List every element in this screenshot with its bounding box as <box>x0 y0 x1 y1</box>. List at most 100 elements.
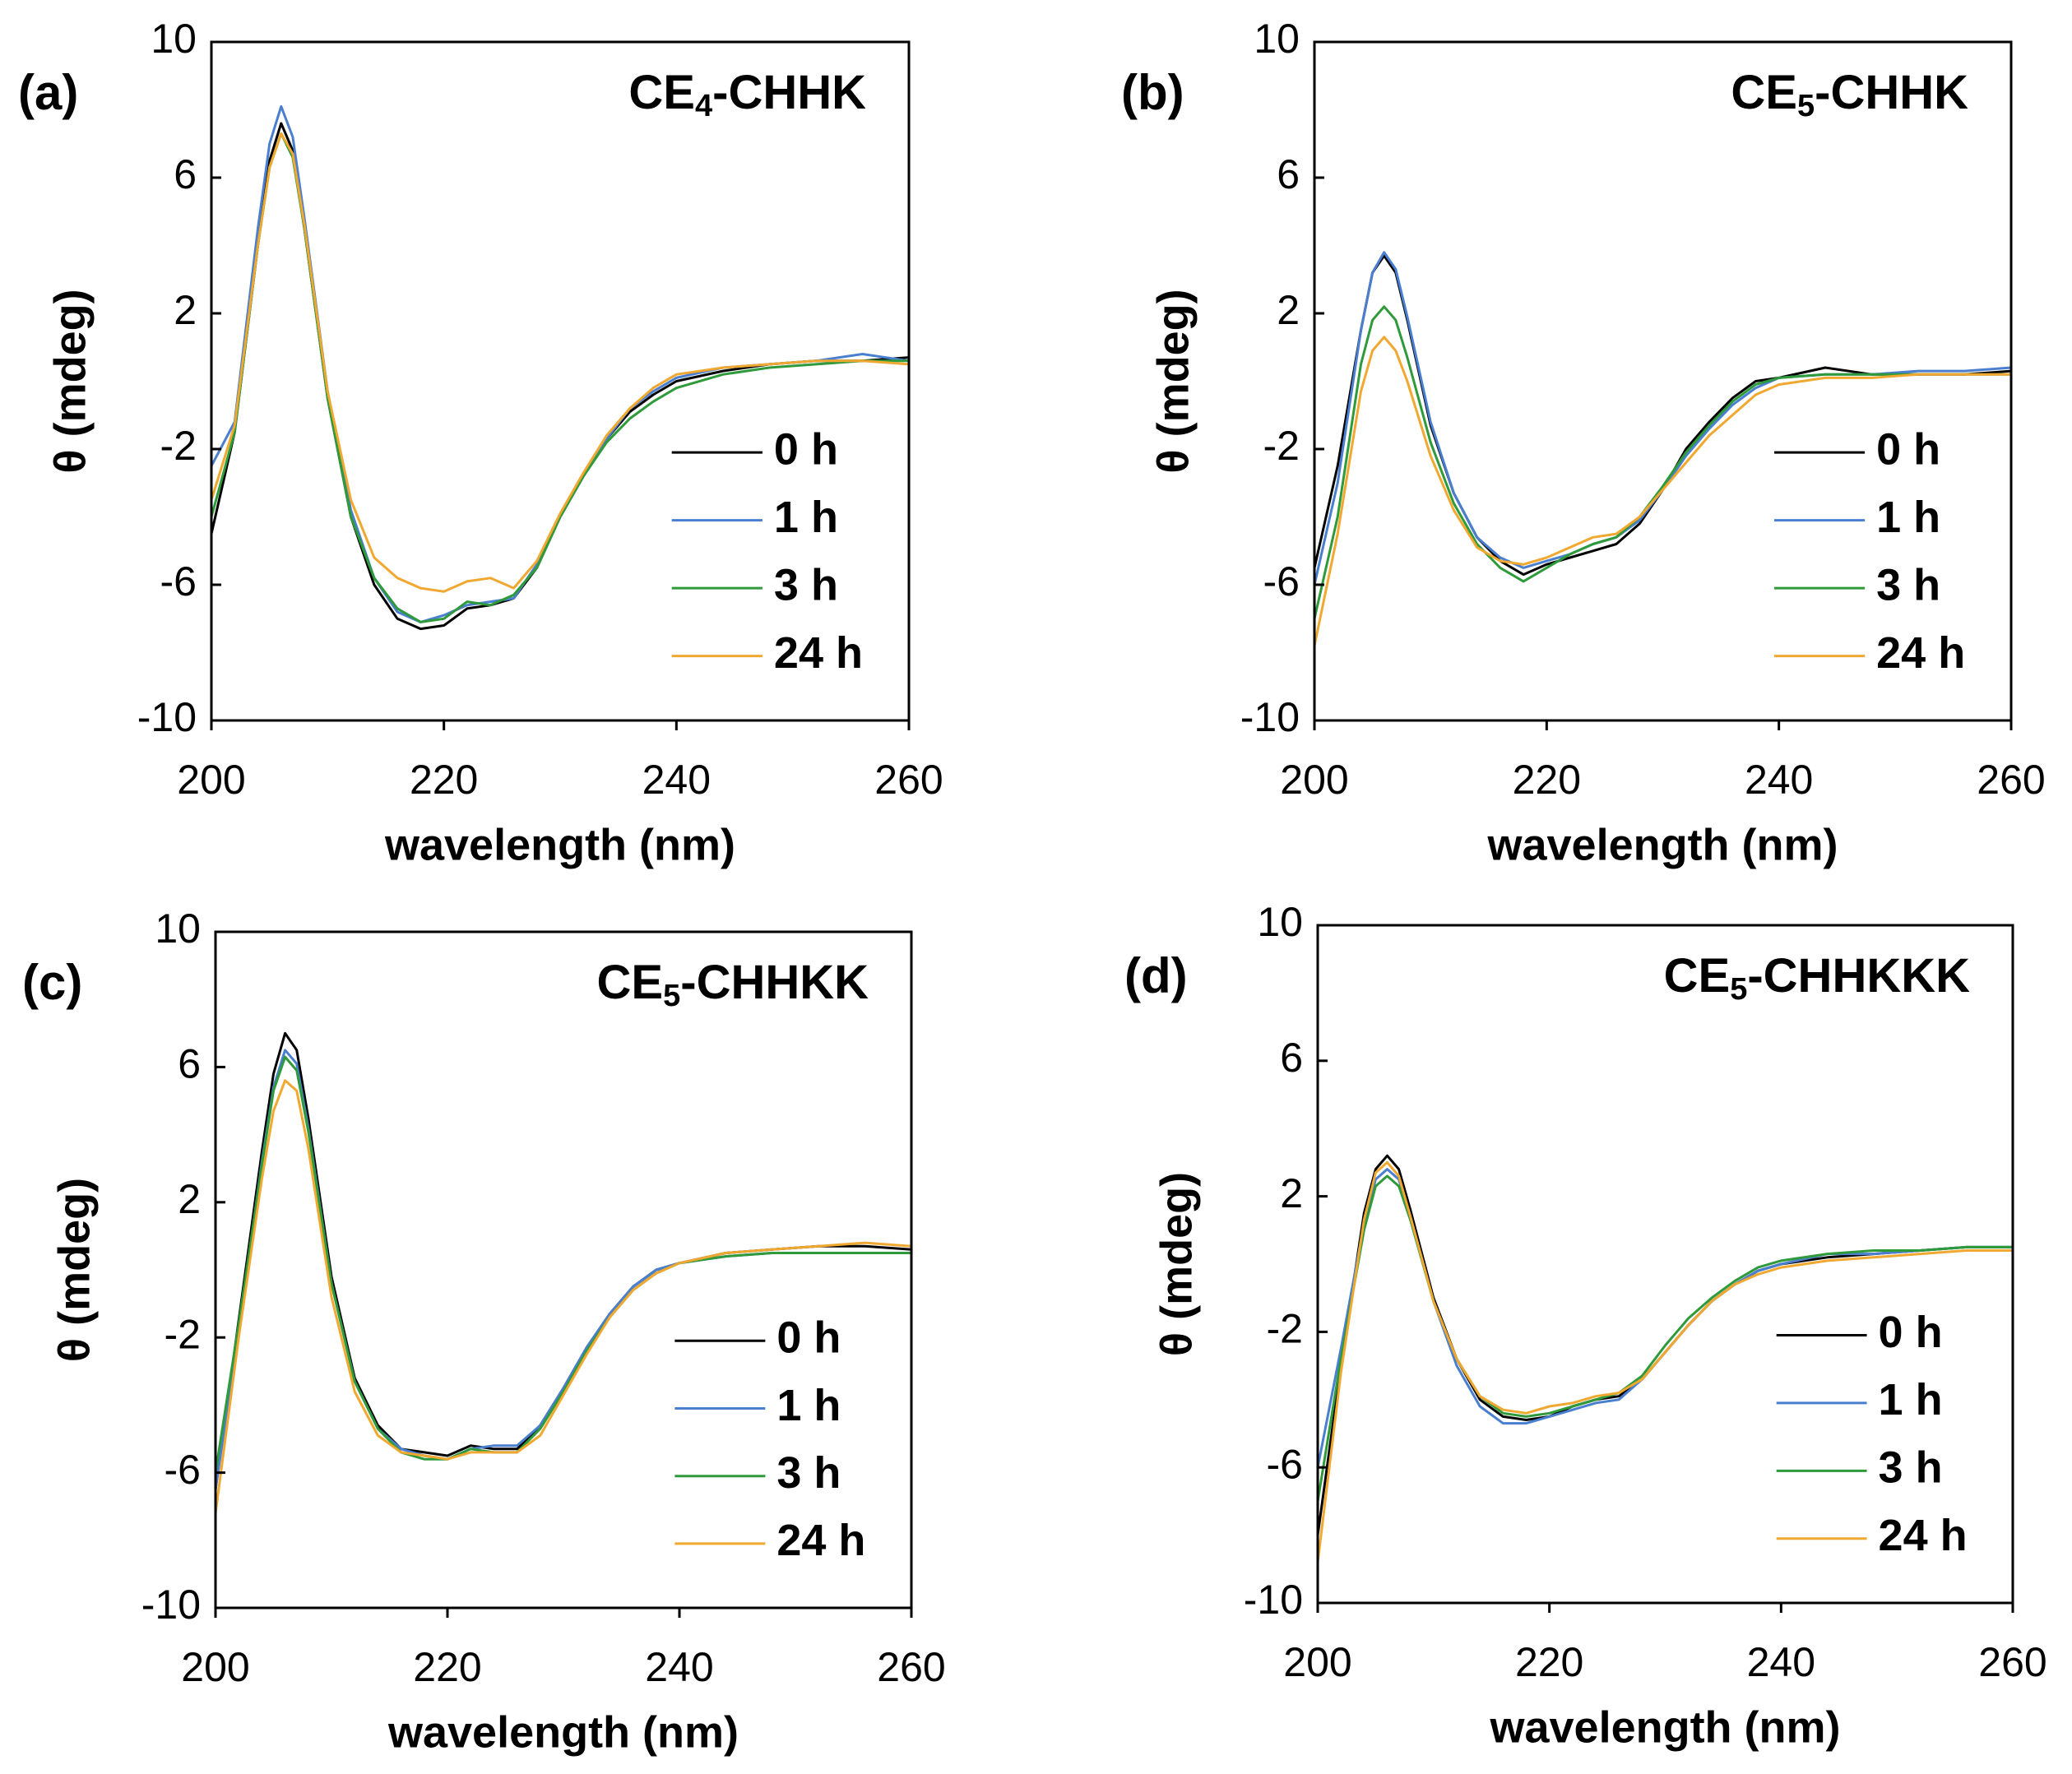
y-tick-label: -6 <box>165 1447 201 1493</box>
data-line <box>1313 336 2011 646</box>
x-tick-label: 220 <box>410 757 478 803</box>
y-axis-label: θ (mdeg) <box>1152 1172 1201 1356</box>
y-axis-label: θ (mdeg) <box>45 289 95 473</box>
legend-label: 0 h <box>1876 424 1940 474</box>
data-line <box>1316 1160 2013 1563</box>
title-part: -CHHK <box>1815 66 1968 119</box>
y-tick-label: 6 <box>1277 151 1300 197</box>
data-line <box>210 122 910 631</box>
legend-label: 3 h <box>776 1448 841 1498</box>
y-tick-label: 2 <box>174 287 197 333</box>
plot-frame <box>210 40 911 722</box>
legend-label: 24 h <box>774 628 863 678</box>
legend-label: 0 h <box>774 424 838 474</box>
x-tick-label: 260 <box>1978 1639 2047 1685</box>
panel-label: (d) <box>1124 948 1188 1003</box>
x-tick-label: 260 <box>1977 757 2045 803</box>
x-axis-label: wavelength (nm) <box>1486 820 1838 869</box>
y-tick-label: 10 <box>151 16 197 62</box>
x-tick-label: 260 <box>874 757 943 803</box>
panel: -10 -6 -2 2 6 10 200 220 240 260 wavelength (nm) θ … <box>22 906 946 1757</box>
y-tick-label: 2 <box>1280 1170 1303 1216</box>
y-tick-label: 6 <box>178 1041 201 1087</box>
x-tick-label: 200 <box>181 1644 249 1690</box>
panel: -10 -6 -2 2 6 10 200 220 240 260 wavelength (nm) θ … <box>1124 899 2047 1752</box>
y-axis-label: θ (mdeg) <box>1148 289 1198 473</box>
panel-title: CE5-CHHKK <box>597 956 869 1013</box>
x-axis-label: wavelength (nm) <box>1489 1702 1840 1752</box>
y-tick-label: -10 <box>1240 694 1300 740</box>
y-tick-label: -10 <box>1244 1577 1303 1623</box>
y-tick-label: -2 <box>160 423 197 469</box>
panel-title: CE5-CHHK <box>1731 66 1968 123</box>
legend-label: 24 h <box>776 1516 865 1565</box>
legend-label: 1 h <box>774 493 838 542</box>
plot-frame <box>1313 40 2013 722</box>
data-line <box>214 1055 911 1473</box>
y-tick-label: -6 <box>1267 1441 1303 1487</box>
title-part: 4 <box>695 89 712 123</box>
y-tick-label: 10 <box>155 906 201 952</box>
y-tick-label: -2 <box>1263 423 1300 469</box>
x-tick-label: 240 <box>642 757 711 803</box>
legend-label: 1 h <box>1879 1375 1943 1424</box>
title-part: -CHHKKK <box>1747 949 1970 1003</box>
legend-label: 1 h <box>1876 493 1940 542</box>
data-line <box>214 1079 912 1514</box>
x-tick-label: 240 <box>645 1644 713 1690</box>
data-line <box>210 132 910 593</box>
legend-label: 3 h <box>1876 560 1940 609</box>
panel-label: (a) <box>18 65 78 120</box>
legend-label: 0 h <box>776 1313 841 1363</box>
panel-title: CE4-CHHK <box>628 66 866 123</box>
y-tick-label: -10 <box>137 694 197 740</box>
y-tick-label: -10 <box>141 1582 201 1628</box>
x-tick-label: 200 <box>177 757 245 803</box>
x-tick-label: 260 <box>877 1644 945 1690</box>
panel: -10 -6 -2 2 6 10 200 220 240 260 wavelength (nm) θ … <box>18 16 943 869</box>
title-part: -CHHKK <box>680 956 869 1009</box>
title-part: 5 <box>1730 972 1747 1007</box>
panel-label: (c) <box>22 955 82 1010</box>
y-tick-label: 2 <box>1277 287 1300 333</box>
title-part: CE <box>628 66 695 119</box>
legend-label: 3 h <box>1879 1443 1943 1493</box>
data-line <box>1313 254 2012 577</box>
x-tick-label: 240 <box>1747 1639 1815 1685</box>
data-line <box>1316 1174 2013 1502</box>
title-part: CE <box>597 956 664 1009</box>
y-tick-label: 6 <box>1280 1035 1303 1081</box>
y-tick-label: -2 <box>1267 1306 1303 1352</box>
title-part: 5 <box>663 979 680 1013</box>
x-axis-label: wavelength (nm) <box>387 1707 739 1757</box>
data-line <box>210 132 909 623</box>
title-part: -CHHK <box>712 66 866 119</box>
x-tick-label: 220 <box>1513 757 1581 803</box>
y-tick-label: 6 <box>174 151 197 197</box>
panel-title: CE5-CHHKKK <box>1664 949 1970 1007</box>
plot-frame <box>214 930 913 1610</box>
data-line <box>1313 305 2011 619</box>
y-tick-label: -6 <box>160 558 197 604</box>
x-tick-label: 240 <box>1745 757 1813 803</box>
x-axis-label: wavelength (nm) <box>384 820 735 869</box>
legend-label: 3 h <box>774 560 838 609</box>
title-part: CE <box>1664 949 1731 1003</box>
y-tick-label: 10 <box>1257 899 1303 945</box>
data-line <box>1316 1168 2013 1468</box>
title-part: CE <box>1731 66 1797 119</box>
legend-label: 1 h <box>776 1381 841 1430</box>
x-tick-label: 220 <box>413 1644 481 1690</box>
y-tick-label: -6 <box>1263 558 1300 604</box>
plot-frame <box>1316 924 2014 1605</box>
panel-label: (b) <box>1121 65 1184 120</box>
y-tick-label: 10 <box>1254 16 1300 62</box>
legend-label: 0 h <box>1879 1308 1943 1357</box>
legend-label: 24 h <box>1879 1511 1968 1560</box>
y-tick-label: -2 <box>165 1311 201 1357</box>
y-tick-label: 2 <box>178 1176 201 1222</box>
legend-label: 24 h <box>1876 628 1965 678</box>
title-part: 5 <box>1797 89 1815 123</box>
